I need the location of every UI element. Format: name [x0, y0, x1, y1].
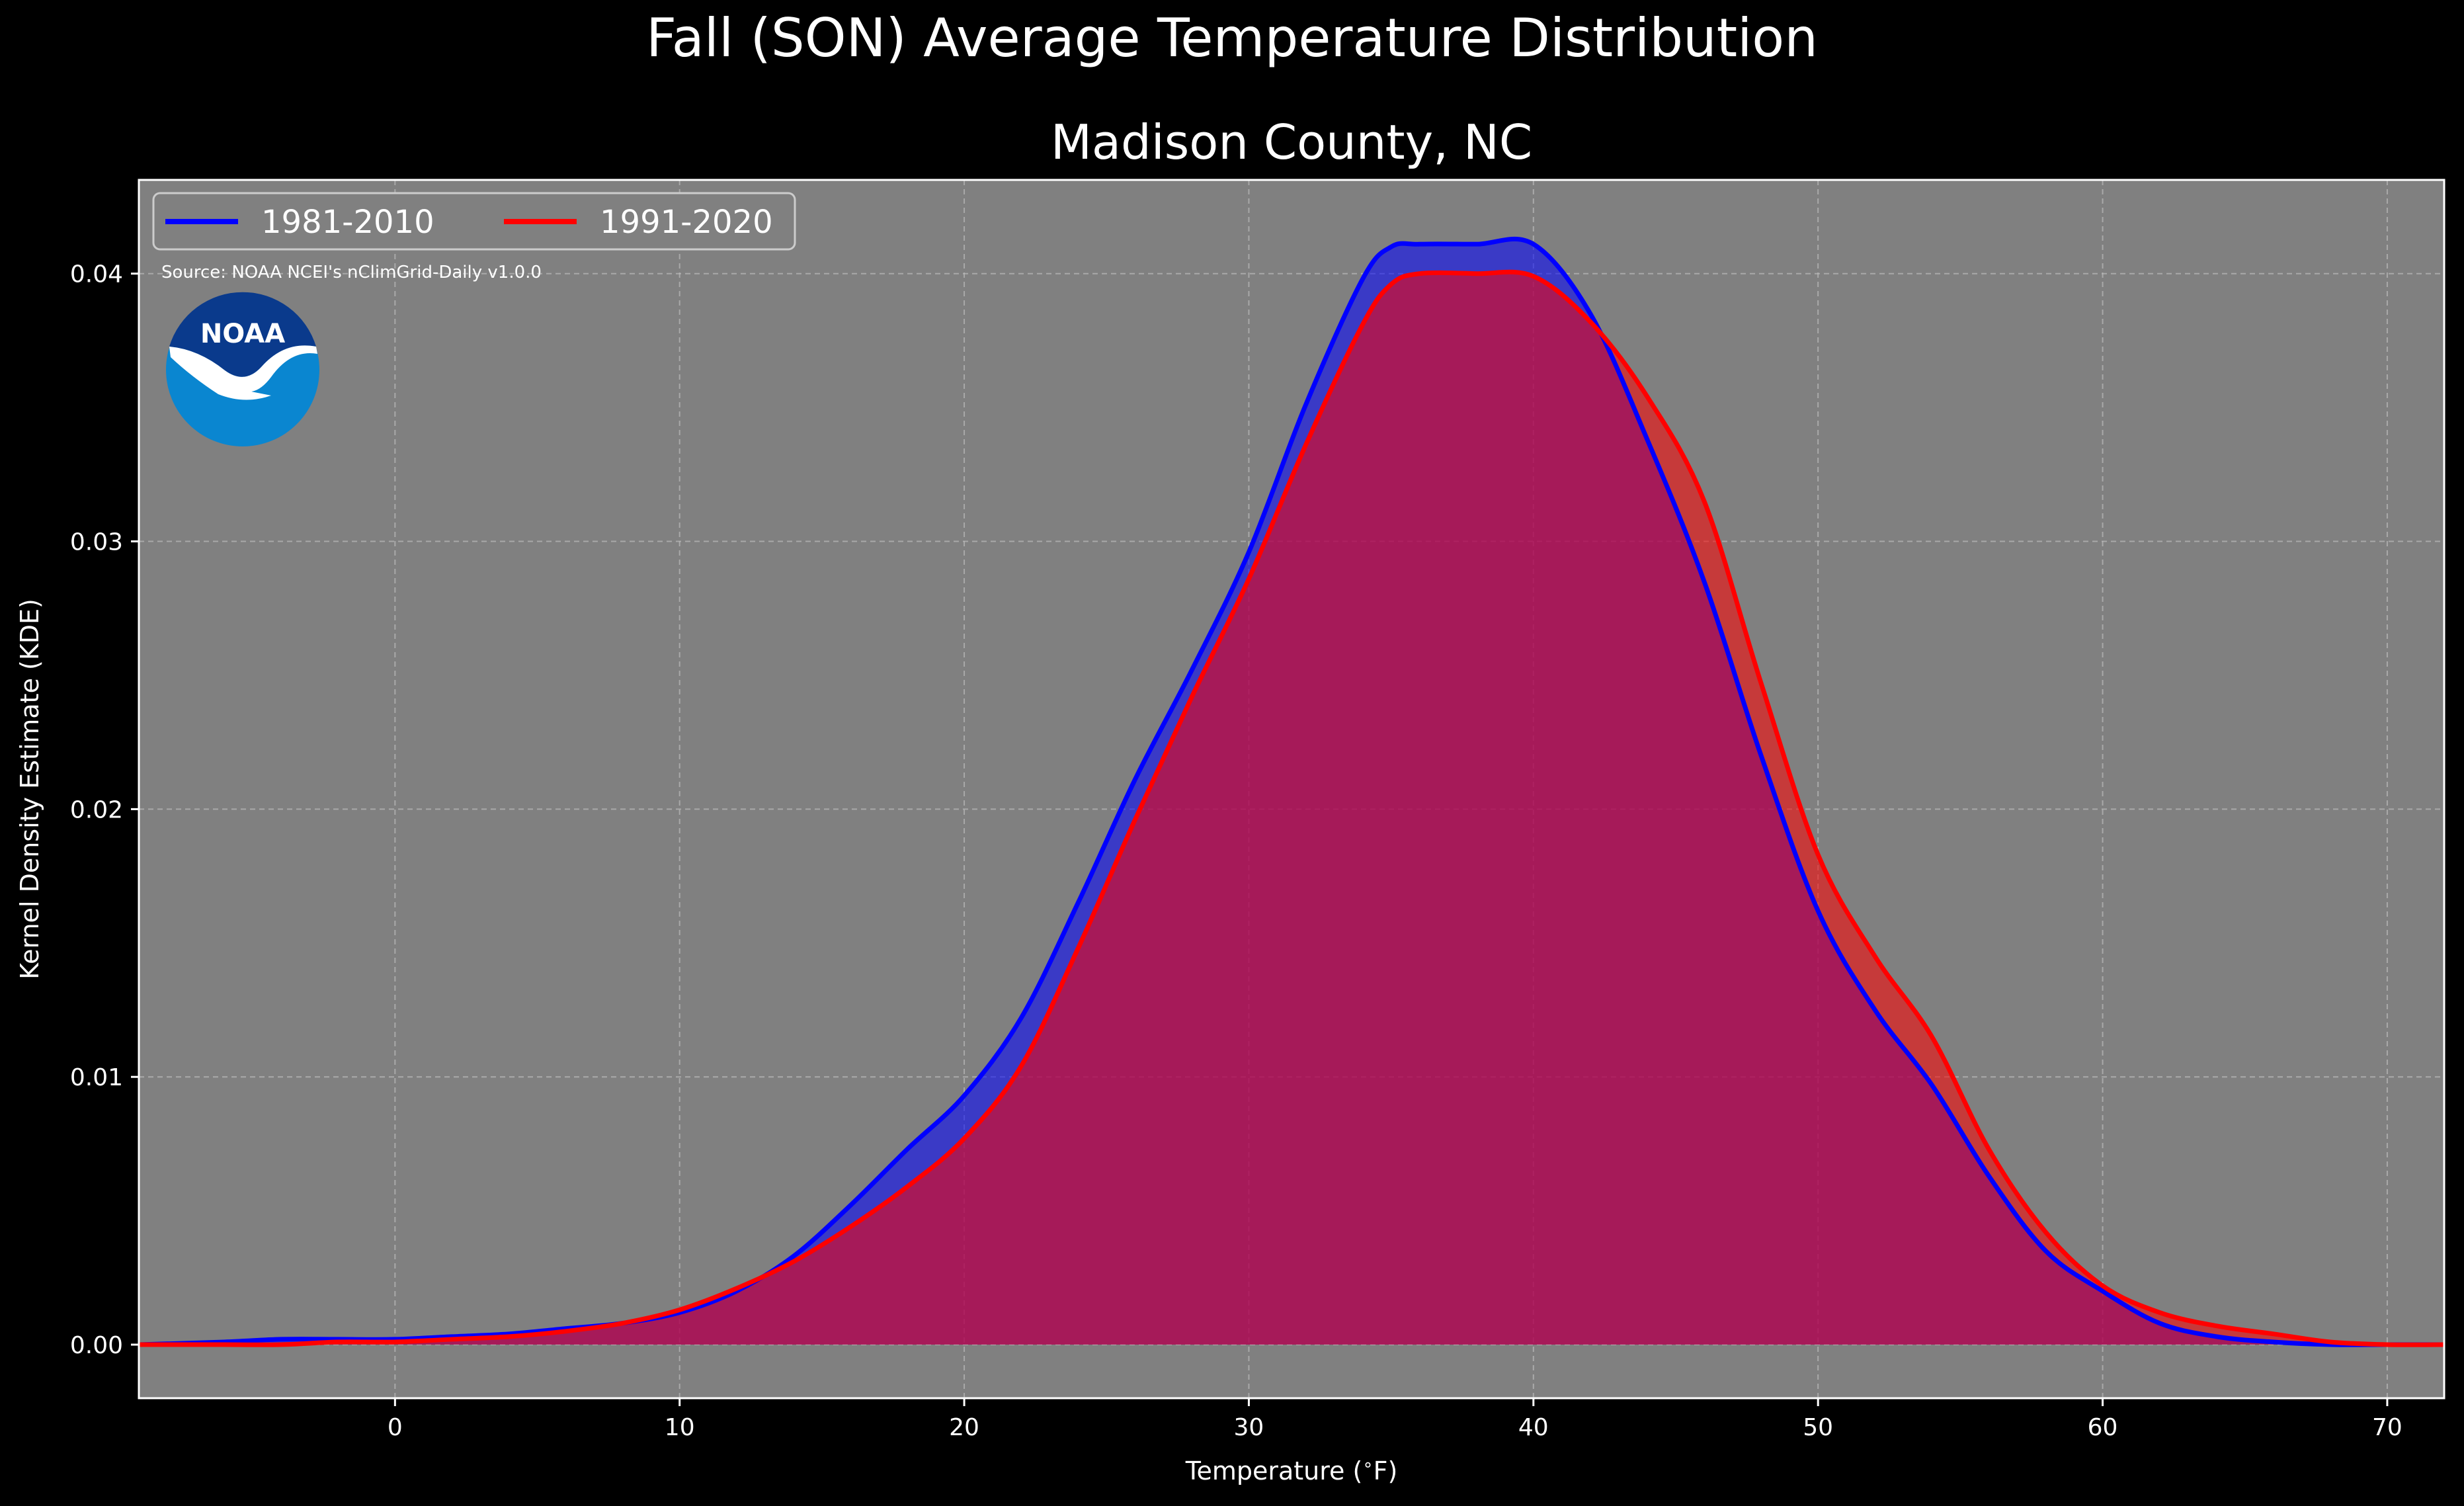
x-axis-label: Temperature (∘F): [1185, 1455, 1398, 1485]
x-tick-label: 40: [1518, 1414, 1549, 1441]
source-note: Source: NOAA NCEI's nClimGrid-Daily v1.0…: [161, 263, 542, 282]
y-tick-label: 0.01: [70, 1064, 123, 1091]
noaa-logo: NOAA: [166, 292, 319, 446]
y-axis: 0.00 0.01 0.02 0.03 0.04: [70, 261, 139, 1359]
x-tick-label: 20: [949, 1414, 979, 1441]
y-tick-label: 0.02: [70, 796, 123, 823]
y-tick-label: 0.04: [70, 261, 123, 288]
legend: 1981-2010 1991-2020: [152, 192, 796, 251]
series-area-1991-2020: [139, 272, 2444, 1345]
series-line-1991-2020: [139, 269, 2445, 1347]
x-tick-label: 70: [2372, 1414, 2402, 1441]
x-axis: 0 10 20 30 40 50 60 70: [388, 1398, 2402, 1441]
noaa-logo-text: NOAA: [200, 319, 285, 349]
legend-box: [152, 192, 796, 251]
y-tick-label: 0.03: [70, 529, 123, 556]
series-layer: [138, 236, 2445, 1347]
x-tick-label: 10: [665, 1414, 695, 1441]
chart-title: Madison County, NC: [1051, 114, 1532, 170]
x-tick-label: 60: [2088, 1414, 2118, 1441]
noaa-bird-icon: [169, 345, 317, 400]
legend-label-1991-2020: 1991-2020: [600, 204, 773, 241]
x-tick-label: 50: [1803, 1414, 1833, 1441]
figure-title: Fall (SON) Average Temperature Distribut…: [646, 7, 1818, 69]
y-axis-label: Kernel Density Estimate (KDE): [15, 599, 44, 980]
plot-frame: [138, 179, 2445, 1400]
x-tick-label: 30: [1234, 1414, 1264, 1441]
y-tick-label: 0.00: [70, 1332, 123, 1359]
noaa-logo-upper-half: [169, 292, 316, 377]
x-tick-label: 0: [388, 1414, 403, 1441]
legend-label-1981-2010: 1981-2010: [261, 204, 434, 241]
